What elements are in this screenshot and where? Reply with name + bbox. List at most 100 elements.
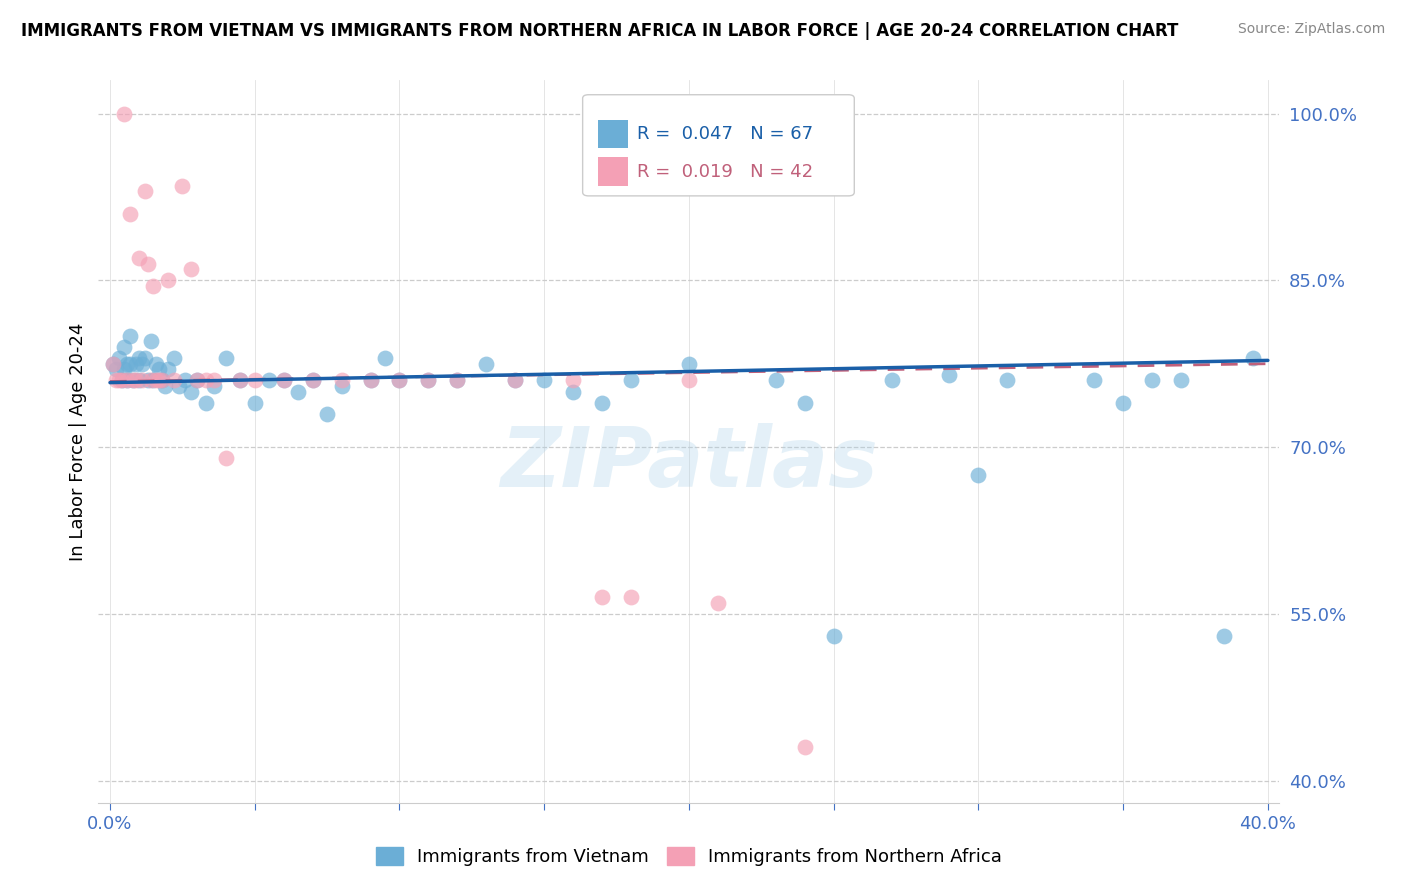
Point — [533, 373, 555, 387]
Point — [186, 373, 208, 387]
Point — [156, 362, 179, 376]
Point — [104, 362, 127, 376]
Point — [125, 357, 148, 371]
Point — [194, 373, 217, 387]
Point — [374, 351, 396, 366]
Point — [128, 251, 150, 265]
Point — [145, 373, 167, 387]
Point — [562, 373, 585, 387]
Point — [122, 373, 145, 387]
Point — [148, 362, 170, 376]
Point — [150, 373, 173, 387]
Point — [707, 596, 730, 610]
Point — [194, 395, 217, 409]
Point — [938, 368, 960, 382]
Point — [150, 373, 173, 387]
Point — [107, 373, 129, 387]
Point — [1213, 629, 1236, 643]
Point — [145, 357, 167, 371]
Point — [134, 185, 156, 199]
Text: Source: ZipAtlas.com: Source: ZipAtlas.com — [1237, 22, 1385, 37]
Point — [117, 357, 139, 371]
Point — [110, 373, 132, 387]
Point — [1112, 395, 1135, 409]
Point — [418, 373, 440, 387]
Point — [735, 106, 758, 120]
Point — [823, 629, 845, 643]
Text: IMMIGRANTS FROM VIETNAM VS IMMIGRANTS FROM NORTHERN AFRICA IN LABOR FORCE | AGE : IMMIGRANTS FROM VIETNAM VS IMMIGRANTS FR… — [21, 22, 1178, 40]
Point — [136, 257, 159, 271]
Point — [163, 373, 186, 387]
Point — [316, 407, 339, 421]
Point — [202, 379, 225, 393]
Point — [388, 373, 411, 387]
Point — [142, 373, 165, 387]
Point — [1083, 373, 1105, 387]
Point — [156, 273, 179, 287]
Point — [186, 373, 208, 387]
Point — [1170, 373, 1192, 387]
Point — [793, 740, 815, 755]
Point — [620, 590, 643, 604]
Point — [139, 334, 162, 349]
Point — [128, 373, 150, 387]
Point — [995, 373, 1018, 387]
Point — [169, 379, 191, 393]
Point — [114, 362, 136, 376]
Point — [446, 373, 468, 387]
Point — [101, 357, 124, 371]
Point — [104, 373, 127, 387]
Point — [174, 373, 197, 387]
Point — [148, 373, 170, 387]
Point — [678, 357, 700, 371]
Point — [114, 106, 136, 120]
Point — [134, 351, 156, 366]
FancyBboxPatch shape — [598, 120, 627, 148]
Point — [120, 207, 142, 221]
Point — [418, 373, 440, 387]
Point — [707, 106, 730, 120]
Point — [1241, 351, 1264, 366]
Point — [765, 373, 787, 387]
Legend: Immigrants from Vietnam, Immigrants from Northern Africa: Immigrants from Vietnam, Immigrants from… — [368, 839, 1010, 873]
Point — [880, 373, 903, 387]
Point — [793, 395, 815, 409]
Point — [243, 373, 266, 387]
Point — [591, 590, 613, 604]
Point — [301, 373, 323, 387]
Point — [301, 373, 323, 387]
Point — [388, 373, 411, 387]
Point — [273, 373, 295, 387]
Point — [330, 373, 353, 387]
Point — [180, 262, 202, 277]
Point — [142, 279, 165, 293]
Point — [215, 351, 238, 366]
Point — [163, 351, 186, 366]
Point — [136, 373, 159, 387]
Point — [117, 373, 139, 387]
Point — [475, 357, 498, 371]
Text: ZIPatlas: ZIPatlas — [501, 423, 877, 504]
Point — [101, 357, 124, 371]
Point — [125, 373, 148, 387]
Point — [110, 373, 132, 387]
Point — [229, 373, 252, 387]
Point — [107, 351, 129, 366]
Point — [114, 340, 136, 354]
Point — [202, 373, 225, 387]
Point — [967, 467, 990, 482]
Point — [122, 373, 145, 387]
Point — [139, 373, 162, 387]
Point — [360, 373, 382, 387]
Point — [360, 373, 382, 387]
Point — [257, 373, 280, 387]
Point — [229, 373, 252, 387]
Point — [591, 395, 613, 409]
Point — [620, 373, 643, 387]
Point — [503, 373, 526, 387]
Point — [1140, 373, 1163, 387]
Point — [678, 373, 700, 387]
Point — [128, 351, 150, 366]
Point — [180, 384, 202, 399]
Point — [172, 178, 194, 193]
